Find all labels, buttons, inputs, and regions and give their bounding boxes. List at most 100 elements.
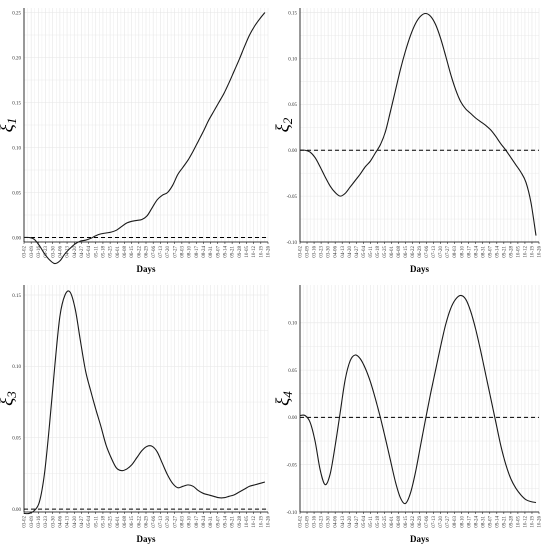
x-tick-label: 09-07 [216,246,221,258]
y-tick-label: 0.25 [12,11,21,16]
y-tick-label: 0.10 [12,146,21,151]
x-tick-label: 07-06 [425,246,430,258]
x-tick-label: 08-17 [195,246,200,258]
x-tick-label: 04-06 [58,516,63,528]
x-tick-label: 05-04 [87,516,92,528]
x-tick-label: 06-15 [130,246,135,258]
y-axis-subscript: 1 [4,118,19,125]
y-axis-subscript: 2 [280,117,295,124]
x-tick-label: 08-31 [481,516,486,528]
y-tick-label: 0.00 [12,236,21,241]
x-tick-label: 08-24 [474,246,479,258]
x-tick-label: 09-28 [238,246,243,258]
x-tick-label: 09-28 [509,516,514,528]
y-axis-title: ξ4 [273,391,295,406]
y-tick-label: -0.10 [287,511,298,516]
x-tick-label: 07-13 [432,246,437,258]
x-tick-label: 08-31 [209,246,214,258]
y-axis-symbol: ξ [0,123,18,132]
x-tick-label: 03-23 [44,516,49,528]
x-tick-label: 03-02 [23,516,28,528]
x-tick-label: 06-22 [411,516,416,528]
y-axis-title: ξ3 [0,391,19,406]
x-tick-label: 03-16 [313,516,318,528]
y-axis-symbol: ξ [273,123,294,132]
x-tick-label: 07-27 [173,516,178,528]
x-axis-title: Days [136,534,155,544]
y-tick-label: 0.05 [12,191,21,196]
x-tick-label: 10-19 [259,516,264,528]
x-tick-label: 07-06 [152,516,157,528]
x-tick-label: 09-21 [231,516,236,528]
y-tick-label: 0.00 [288,416,297,421]
x-tick-label: 08-17 [467,516,472,528]
x-tick-label: 07-20 [166,246,171,258]
y-tick-label: 0.10 [288,57,297,62]
x-tick-label: 04-13 [66,246,71,258]
x-tick-label: 10-26 [538,246,543,258]
chart-panel-2: -0.10 -0.05 0.00 0.05 0.10 0.15 03-02 03-09 03-1… [273,8,543,274]
x-tick-label: 05-11 [94,246,99,258]
x-tick-label: 04-06 [58,246,63,258]
y-tick-label: 0.05 [288,103,297,108]
x-tick-label: 05-18 [376,246,381,258]
x-tick-label: 09-07 [488,246,493,258]
x-tick-label: 09-28 [509,246,514,258]
x-tick-label: 10-19 [259,246,264,258]
x-tick-label: 10-05 [245,246,250,258]
x-tick-label: 07-13 [159,246,164,258]
y-tick-label: -0.05 [287,464,298,469]
x-tick-label: 03-09 [306,246,311,258]
y-tick-label: 0.15 [12,101,21,106]
x-tick-label: 07-20 [166,516,171,528]
x-tick-label: 05-18 [102,246,107,258]
x-tick-label: 07-27 [173,246,178,258]
x-tick-label: 08-24 [474,516,479,528]
x-tick-label: 10-26 [267,516,272,528]
y-tick-label: 0.10 [12,365,21,370]
y-axis-title: ξ2 [273,117,295,132]
x-tick-label: 04-13 [341,246,346,258]
y-axis-subscript: 4 [280,391,295,398]
x-tick-label: 09-28 [238,516,243,528]
x-tick-label: 05-11 [369,246,374,258]
x-tick-label: 10-12 [524,246,529,258]
x-tick-label: 08-31 [209,516,214,528]
x-tick-label: 07-13 [432,516,437,528]
y-tick-label: 0.05 [288,369,297,374]
x-tick-label: 03-23 [320,516,325,528]
y-tick-label: 0.20 [12,56,21,61]
x-tick-label: 04-13 [66,516,71,528]
x-tick-label: 06-01 [116,516,121,528]
series-line [299,294,537,505]
x-tick-label: 10-19 [531,516,536,528]
x-tick-label: 07-27 [446,516,451,528]
x-tick-label: 10-19 [531,246,536,258]
x-tick-label: 08-10 [188,246,193,258]
x-tick-label: 03-02 [23,246,28,258]
x-tick-label: 03-09 [306,516,311,528]
x-tick-label: 08-03 [453,516,458,528]
x-tick-label: 05-11 [94,516,99,528]
x-tick-label: 08-17 [195,516,200,528]
x-tick-label: 03-09 [30,246,35,258]
x-tick-label: 06-15 [130,516,135,528]
x-tick-label: 09-14 [495,516,500,528]
x-tick-label: 05-25 [383,516,388,528]
x-tick-label: 04-20 [348,246,353,258]
x-tick-label: 03-16 [313,246,318,258]
y-tick-label: 0.15 [12,294,21,299]
x-tick-label: 10-05 [245,516,250,528]
x-tick-label: 08-17 [467,246,472,258]
x-tick-label: 06-01 [390,246,395,258]
x-tick-label: 06-22 [137,516,142,528]
y-tick-label: -0.05 [287,195,298,200]
x-tick-label: 03-23 [320,246,325,258]
x-axis-title: Days [410,534,429,544]
y-tick-label: 0.00 [288,149,297,154]
x-tick-label: 06-01 [390,516,395,528]
x-tick-label: 09-21 [231,246,236,258]
x-tick-label: 04-13 [341,516,346,528]
